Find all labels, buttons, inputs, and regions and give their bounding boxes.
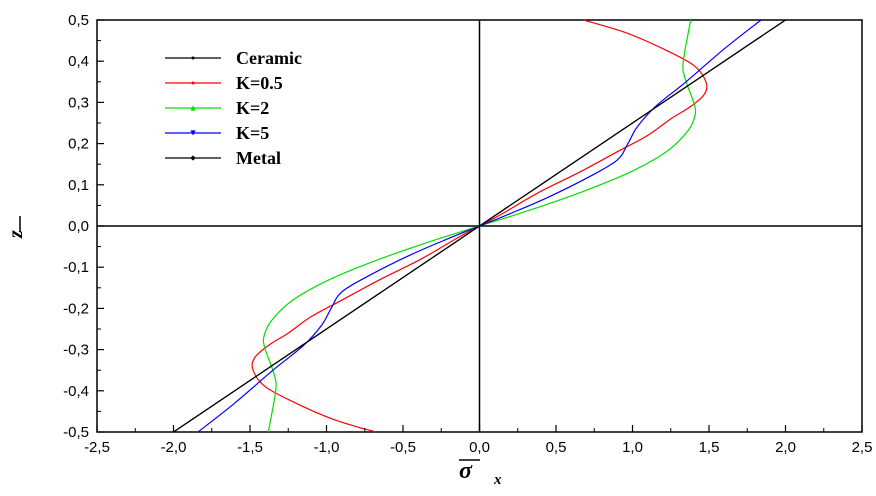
x-axis-title: σ x xyxy=(459,458,502,488)
y-axis-title: z xyxy=(5,216,27,239)
legend-label: K=5 xyxy=(236,123,269,143)
y-tick-label: 0,2 xyxy=(68,136,89,153)
ticks-layer: -2,5 -2,0 -1,5 -1,0 -0,5 0,0 0,5 1,0 1,5 2,0 2,5 -0… xyxy=(63,12,872,456)
series-layer xyxy=(173,19,786,433)
x-axis-title-subscript: x xyxy=(493,472,502,488)
legend-item: K=2 xyxy=(165,98,269,118)
legend: Ceramic K=0.5 K=2 K=5 Metal xyxy=(165,48,302,168)
legend-label: Ceramic xyxy=(236,48,302,68)
x-tick-label: -2,0 xyxy=(161,439,187,456)
x-tick-label: -2,5 xyxy=(84,439,110,456)
series-4 xyxy=(173,19,786,433)
y-tick-label: 0,1 xyxy=(68,177,89,194)
y-tick-label: 0,5 xyxy=(68,12,89,29)
x-tick-label: -1,5 xyxy=(237,439,263,456)
y-tick-label: -0,1 xyxy=(63,259,89,276)
legend-marker xyxy=(190,130,196,136)
legend-marker xyxy=(190,105,196,111)
y-tick-label: -0,4 xyxy=(63,383,89,400)
legend-marker xyxy=(191,56,195,60)
x-tick-label: 2,0 xyxy=(775,439,796,456)
y-tick-label: -0,2 xyxy=(63,300,89,317)
legend-label: K=2 xyxy=(236,98,269,118)
series-line xyxy=(173,19,786,433)
x-tick-label: 1,5 xyxy=(699,439,720,456)
x-tick-label: -0,5 xyxy=(390,439,416,456)
y-tick-label: 0,4 xyxy=(68,53,89,70)
x-tick-label: -1,0 xyxy=(314,439,340,456)
legend-item: Ceramic xyxy=(165,48,302,68)
legend-label: Metal xyxy=(236,148,281,168)
y-tick-label: -0,3 xyxy=(63,342,89,359)
legend-label: K=0.5 xyxy=(236,73,283,93)
x-tick-label: 0,0 xyxy=(469,439,490,456)
y-axis-title-text: z xyxy=(5,230,27,239)
x-tick-label: 1,0 xyxy=(622,439,643,456)
y-tick-label: 0,0 xyxy=(68,218,89,235)
y-tick-label: 0,3 xyxy=(68,94,89,111)
legend-marker xyxy=(190,155,196,161)
y-tick-label: -0,5 xyxy=(63,424,89,441)
x-axis-title-symbol: σ xyxy=(459,458,473,484)
x-tick-label: 2,5 xyxy=(852,439,873,456)
x-tick-label: 0,5 xyxy=(546,439,567,456)
legend-item: K=0.5 xyxy=(165,73,283,93)
legend-item: Metal xyxy=(165,148,281,168)
legend-item: K=5 xyxy=(165,123,269,143)
legend-marker xyxy=(191,81,195,85)
